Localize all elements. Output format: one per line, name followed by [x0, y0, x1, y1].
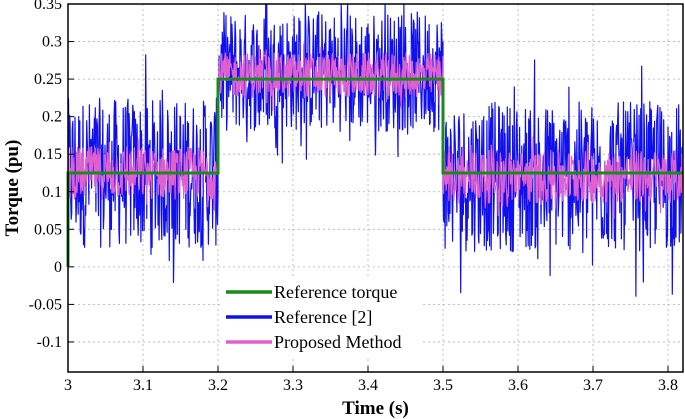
y-tick-label: 0.35 — [34, 0, 62, 13]
series-lines — [66, 3, 684, 297]
y-tick-label: 0.05 — [34, 221, 62, 238]
series-line-reference-2 — [67, 3, 684, 297]
y-tick-label: -0.05 — [29, 296, 62, 313]
y-tick-label: -0.1 — [37, 334, 62, 351]
y-tick-label: 0.3 — [42, 34, 62, 51]
y-tick-label: 0 — [54, 259, 62, 276]
legend-label: Reference [2] — [274, 307, 372, 327]
series-line-proposed-method — [67, 43, 684, 220]
x-tick-label: 3.8 — [658, 377, 678, 394]
axis-ticks: 3 3.1 3.2 3.3 3.4 3.5 3.6 3.7 3.8 -0.1 -0.05 0 0.05 0… — [29, 0, 678, 394]
y-tick-label: 0.1 — [42, 184, 62, 201]
y-tick-label: 0.2 — [42, 109, 62, 126]
x-tick-label: 3.3 — [283, 377, 303, 394]
x-tick-label: 3.2 — [208, 377, 228, 394]
plot-frame — [67, 3, 684, 373]
x-tick-label: 3 — [64, 377, 72, 394]
x-tick-label: 3.5 — [433, 377, 453, 394]
legend-label: Proposed Method — [274, 332, 402, 352]
legend-label: Reference torque — [274, 282, 397, 302]
y-axis-label: Torque (pu) — [2, 140, 23, 237]
x-axis-label: Time (s) — [342, 398, 409, 419]
x-tick-label: 3.4 — [358, 377, 378, 394]
legend: Reference torque Reference [2] Proposed Me… — [222, 278, 422, 359]
x-tick-label: 3.6 — [508, 377, 528, 394]
x-tick-label: 3.1 — [133, 377, 153, 394]
x-tick-label: 3.7 — [583, 377, 603, 394]
y-tick-label: 0.25 — [34, 71, 62, 88]
y-tick-label: 0.15 — [34, 146, 62, 163]
